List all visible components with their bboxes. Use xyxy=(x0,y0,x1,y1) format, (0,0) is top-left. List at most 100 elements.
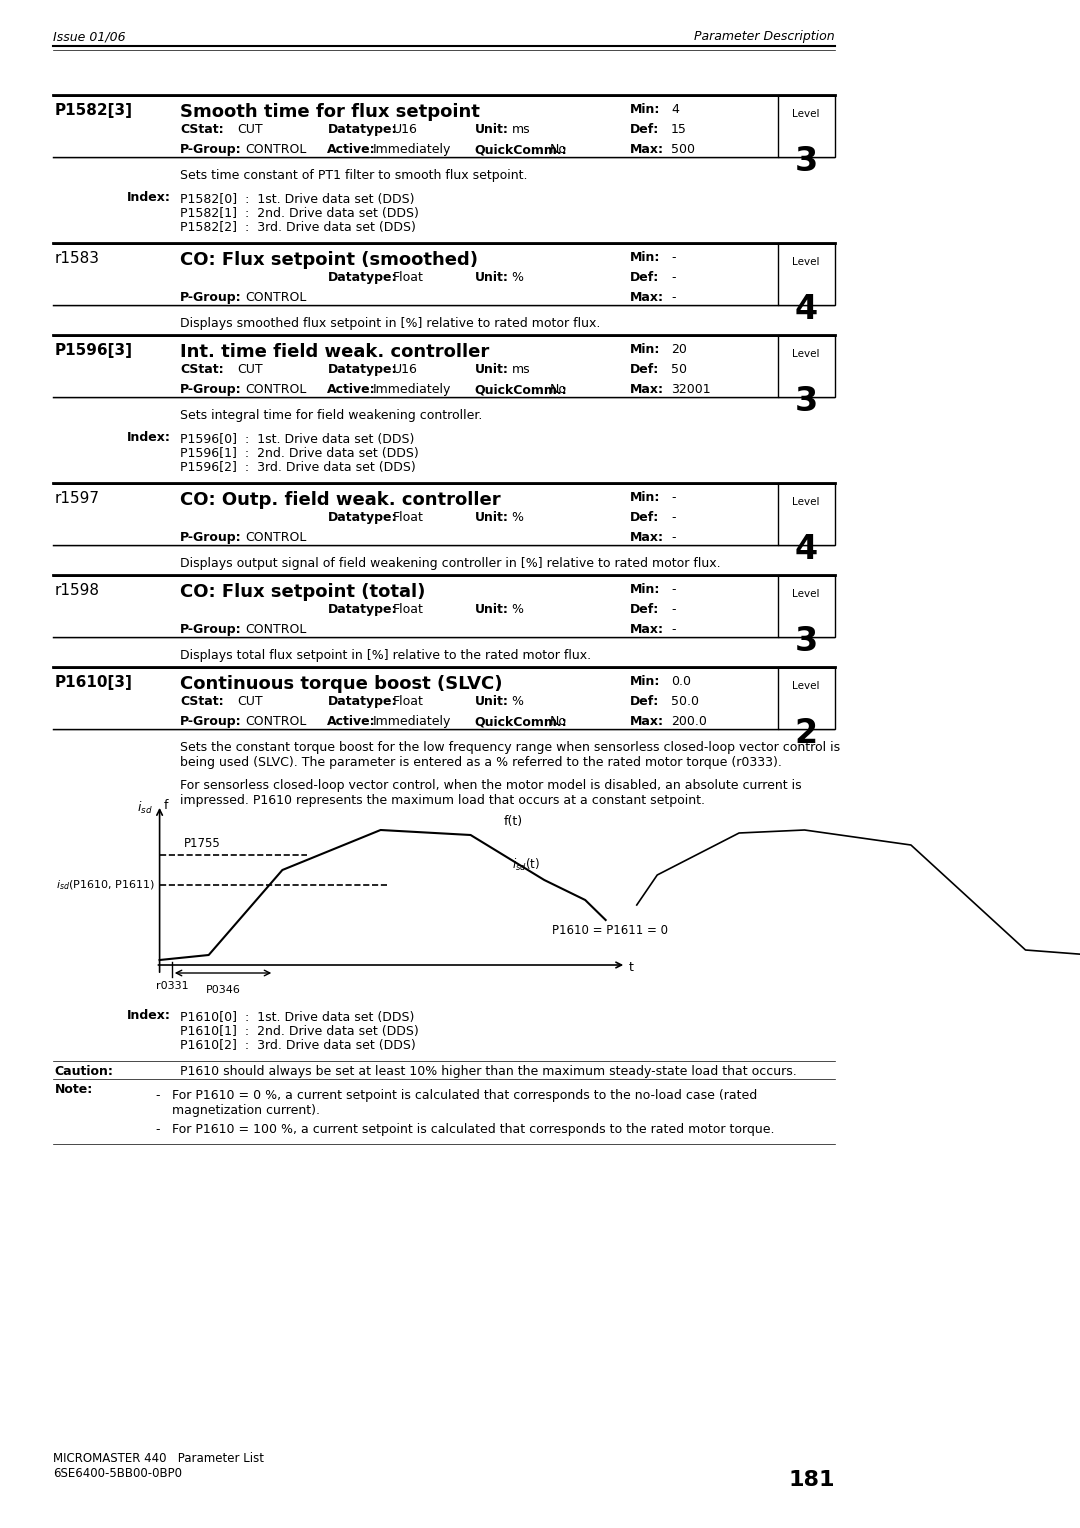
Text: $i_{sd}$(t): $i_{sd}$(t) xyxy=(512,857,539,872)
Text: Unit:: Unit: xyxy=(475,364,509,376)
Text: For P1610 = 100 %, a current setpoint is calculated that corresponds to the rate: For P1610 = 100 %, a current setpoint is… xyxy=(172,1123,774,1135)
Text: -: - xyxy=(156,1123,160,1135)
Text: Level: Level xyxy=(793,257,820,267)
Text: P1582[2]  :  3rd. Drive data set (DDS): P1582[2] : 3rd. Drive data set (DDS) xyxy=(180,222,416,234)
Text: Max:: Max: xyxy=(631,715,664,727)
Text: 4: 4 xyxy=(795,533,818,565)
Text: 20: 20 xyxy=(671,342,687,356)
Text: P1610[3]: P1610[3] xyxy=(55,675,133,691)
Text: Unit:: Unit: xyxy=(475,695,509,707)
Text: Immediately: Immediately xyxy=(373,384,450,396)
Text: CONTROL: CONTROL xyxy=(245,715,307,727)
Text: CONTROL: CONTROL xyxy=(245,623,307,636)
Text: Datatype:: Datatype: xyxy=(327,604,396,616)
Text: CStat:: CStat: xyxy=(180,695,224,707)
Text: P1610[0]  :  1st. Drive data set (DDS): P1610[0] : 1st. Drive data set (DDS) xyxy=(180,1012,415,1024)
Bar xyxy=(778,95,835,157)
Text: Level: Level xyxy=(793,681,820,691)
Text: 3: 3 xyxy=(795,625,818,659)
Text: CO: Flux setpoint (smoothed): CO: Flux setpoint (smoothed) xyxy=(180,251,478,269)
Text: -: - xyxy=(671,270,676,284)
Text: QuickComm.:: QuickComm.: xyxy=(475,144,567,156)
Text: No: No xyxy=(550,715,567,727)
Text: P-Group:: P-Group: xyxy=(180,144,242,156)
Text: 2: 2 xyxy=(795,717,818,750)
Text: Smooth time for flux setpoint: Smooth time for flux setpoint xyxy=(180,102,480,121)
Text: CUT: CUT xyxy=(238,364,262,376)
Text: Def:: Def: xyxy=(631,364,660,376)
Text: 3: 3 xyxy=(795,145,818,177)
Text: $i_{sd}$: $i_{sd}$ xyxy=(137,801,153,816)
Text: 50.0: 50.0 xyxy=(671,695,699,707)
Text: U16: U16 xyxy=(393,122,418,136)
Text: CStat:: CStat: xyxy=(180,364,224,376)
Text: P1596[1]  :  2nd. Drive data set (DDS): P1596[1] : 2nd. Drive data set (DDS) xyxy=(180,448,419,460)
Text: Active:: Active: xyxy=(327,144,376,156)
Text: Def:: Def: xyxy=(631,122,660,136)
Text: P1610 = P1611 = 0: P1610 = P1611 = 0 xyxy=(553,923,669,937)
Text: $i_{sd}$(P1610, P1611): $i_{sd}$(P1610, P1611) xyxy=(56,879,156,892)
Text: For sensorless closed-loop vector control, when the motor model is disabled, an : For sensorless closed-loop vector contro… xyxy=(180,779,801,807)
Text: Displays output signal of field weakening controller in [%] relative to rated mo: Displays output signal of field weakenin… xyxy=(180,558,720,570)
Text: No: No xyxy=(550,144,567,156)
Text: 32001: 32001 xyxy=(671,384,711,396)
Text: r0331: r0331 xyxy=(156,981,188,992)
Text: Sets time constant of PT1 filter to smooth flux setpoint.: Sets time constant of PT1 filter to smoo… xyxy=(180,170,527,182)
Text: P1582[1]  :  2nd. Drive data set (DDS): P1582[1] : 2nd. Drive data set (DDS) xyxy=(180,206,419,220)
Text: CONTROL: CONTROL xyxy=(245,290,307,304)
Text: f: f xyxy=(164,799,168,811)
Text: ms: ms xyxy=(512,122,530,136)
Text: Level: Level xyxy=(793,588,820,599)
Text: -: - xyxy=(156,1089,160,1102)
Text: Unit:: Unit: xyxy=(475,122,509,136)
Text: 3: 3 xyxy=(795,385,818,419)
Text: Def:: Def: xyxy=(631,510,660,524)
Text: Issue 01/06: Issue 01/06 xyxy=(53,31,126,43)
Text: Immediately: Immediately xyxy=(373,144,450,156)
Text: 4: 4 xyxy=(795,293,818,325)
Text: Immediately: Immediately xyxy=(373,715,450,727)
Text: Max:: Max: xyxy=(631,384,664,396)
Text: Float: Float xyxy=(393,604,423,616)
Text: 4: 4 xyxy=(671,102,679,116)
Text: Datatype:: Datatype: xyxy=(327,270,396,284)
Text: MICROMASTER 440   Parameter List
6SE6400-5BB00-0BP0: MICROMASTER 440 Parameter List 6SE6400-5… xyxy=(53,1452,265,1481)
Text: Sets the constant torque boost for the low frequency range when sensorless close: Sets the constant torque boost for the l… xyxy=(180,741,840,769)
Text: Level: Level xyxy=(793,348,820,359)
Text: No: No xyxy=(550,384,567,396)
Text: Index:: Index: xyxy=(126,1008,171,1022)
Text: CO: Flux setpoint (total): CO: Flux setpoint (total) xyxy=(180,584,426,601)
Text: P1596[3]: P1596[3] xyxy=(55,342,133,358)
Text: CO: Outp. field weak. controller: CO: Outp. field weak. controller xyxy=(180,490,501,509)
Text: 181: 181 xyxy=(788,1470,835,1490)
Text: Def:: Def: xyxy=(631,270,660,284)
Text: r1583: r1583 xyxy=(55,251,99,266)
Text: -: - xyxy=(671,510,676,524)
Text: P1596[0]  :  1st. Drive data set (DDS): P1596[0] : 1st. Drive data set (DDS) xyxy=(180,432,415,446)
Text: Level: Level xyxy=(793,108,820,119)
Text: Min:: Min: xyxy=(631,490,661,504)
Text: -: - xyxy=(671,584,676,596)
Text: Active:: Active: xyxy=(327,384,376,396)
Text: CONTROL: CONTROL xyxy=(245,144,307,156)
Text: Note:: Note: xyxy=(55,1083,93,1096)
Text: For P1610 = 0 %, a current setpoint is calculated that corresponds to the no-loa: For P1610 = 0 %, a current setpoint is c… xyxy=(172,1089,757,1117)
Text: P1610[2]  :  3rd. Drive data set (DDS): P1610[2] : 3rd. Drive data set (DDS) xyxy=(180,1039,416,1051)
Text: Float: Float xyxy=(393,510,423,524)
Bar xyxy=(778,243,835,306)
Text: Datatype:: Datatype: xyxy=(327,695,396,707)
Text: -: - xyxy=(671,490,676,504)
Text: P1610[1]  :  2nd. Drive data set (DDS): P1610[1] : 2nd. Drive data set (DDS) xyxy=(180,1025,419,1038)
Text: CStat:: CStat: xyxy=(180,122,224,136)
Text: Min:: Min: xyxy=(631,251,661,264)
Text: P1582[3]: P1582[3] xyxy=(55,102,133,118)
Text: r1598: r1598 xyxy=(55,584,99,597)
Text: P1582[0]  :  1st. Drive data set (DDS): P1582[0] : 1st. Drive data set (DDS) xyxy=(180,193,415,206)
Text: 0.0: 0.0 xyxy=(671,675,691,688)
Text: Continuous torque boost (SLVC): Continuous torque boost (SLVC) xyxy=(180,675,502,694)
Text: P1596[2]  :  3rd. Drive data set (DDS): P1596[2] : 3rd. Drive data set (DDS) xyxy=(180,461,416,474)
Text: 15: 15 xyxy=(671,122,687,136)
Text: Datatype:: Datatype: xyxy=(327,122,396,136)
Text: Unit:: Unit: xyxy=(475,510,509,524)
Text: ms: ms xyxy=(512,364,530,376)
